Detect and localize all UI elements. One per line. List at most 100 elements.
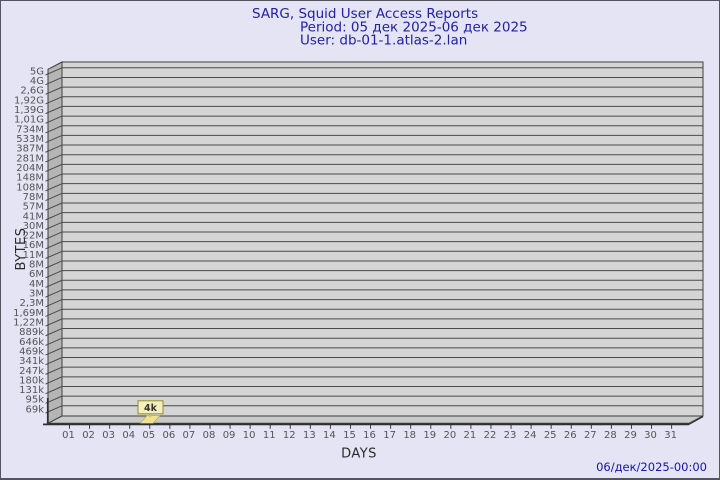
y-tick <box>45 260 63 269</box>
x-tick-label: 05 <box>142 430 155 441</box>
y-tick-label: 1,69M <box>13 308 44 319</box>
y-tick <box>45 270 63 279</box>
y-tick <box>45 318 63 327</box>
plot-area <box>61 61 704 417</box>
y-tick <box>45 67 63 76</box>
y-tick <box>45 299 63 308</box>
y-tick <box>45 154 63 163</box>
y-tick-label: 8M <box>29 260 44 271</box>
floor <box>47 415 704 424</box>
y-tick <box>45 289 63 298</box>
y-tick-label: 6M <box>29 269 44 280</box>
y-tick-label: 131k <box>19 385 44 396</box>
x-tick-label: 10 <box>243 430 256 441</box>
y-tick <box>45 76 63 86</box>
x-tick-label: 29 <box>624 430 637 441</box>
x-tick-label: 09 <box>223 430 236 441</box>
x-tick-label: 18 <box>403 430 416 441</box>
bar-value-callout <box>137 400 164 415</box>
y-tick <box>45 328 63 337</box>
y-tick <box>45 241 63 250</box>
y-tick <box>45 202 63 211</box>
y-tick <box>45 357 63 366</box>
y-tick-label: 646k <box>19 337 44 348</box>
y-tick <box>45 105 63 115</box>
y-tick-label: 889k <box>19 327 44 338</box>
y-tick <box>45 337 63 346</box>
x-tick-label: 02 <box>82 430 95 441</box>
y-tick <box>45 144 63 153</box>
y-tick <box>45 386 63 395</box>
x-tick-label: 22 <box>484 430 497 441</box>
x-tick-label: 27 <box>584 430 597 441</box>
y-tick <box>45 308 63 317</box>
x-tick-label: 14 <box>323 430 336 441</box>
y-tick <box>45 192 63 202</box>
chart-period: Period: 05 дек 2025-06 дек 2025 <box>300 20 528 36</box>
y-tick-label: 69k <box>25 404 44 415</box>
x-tick-label: 24 <box>524 430 537 441</box>
bar-value-label: 4k <box>144 403 158 414</box>
y-tick <box>45 279 63 288</box>
x-tick-label: 16 <box>363 430 376 441</box>
y-tick-label: 11M <box>23 250 44 261</box>
x-axis-corner <box>688 416 704 425</box>
y-tick-label: 30M <box>23 221 44 232</box>
x-tick-label: 13 <box>303 430 316 441</box>
y-tick-label: 247k <box>19 366 44 377</box>
y-tick-label: 180k <box>19 375 44 386</box>
y-tick-label: 148M <box>16 173 44 184</box>
x-tick-label: 07 <box>183 430 196 441</box>
y-tick-label: 469k <box>19 346 44 357</box>
y-tick-label: 734M <box>16 124 44 135</box>
y-tick-label: 533M <box>16 134 44 145</box>
x-tick-label: 06 <box>162 430 175 441</box>
x-tick-label: 23 <box>504 430 517 441</box>
y-tick <box>45 163 63 173</box>
y-tick <box>45 250 63 259</box>
x-tick-label: 15 <box>343 430 356 441</box>
y-tick-label: 4M <box>29 279 44 290</box>
x-tick-label: 17 <box>383 430 396 441</box>
y-tick-label: 1,22M <box>13 317 44 328</box>
y-tick-label: 22M <box>23 231 44 242</box>
y-tick-label: 1,01G <box>14 115 44 126</box>
y-tick-label: 1,92G <box>14 95 44 106</box>
y-tick <box>45 125 63 134</box>
x-tick-label: 01 <box>62 430 75 441</box>
y-tick-label: 2,3M <box>19 298 44 309</box>
chart-user: User: db-01-1.atlas-2.lan <box>300 33 467 49</box>
y-tick-label: 5G <box>30 66 44 77</box>
y-tick-label: 204M <box>16 163 44 174</box>
x-tick-label: 11 <box>263 430 276 441</box>
x-tick-label: 04 <box>122 430 135 441</box>
y-tick <box>45 221 63 230</box>
x-tick-label: 21 <box>464 430 477 441</box>
y-tick <box>45 366 63 375</box>
y-tick-label: 1,39G <box>14 105 44 116</box>
y-axis-title: BYTES <box>14 227 29 270</box>
y-tick-label: 4G <box>30 76 44 87</box>
x-tick-label: 28 <box>604 430 617 441</box>
x-tick-label: 31 <box>664 430 677 441</box>
y-tick <box>45 183 63 192</box>
x-tick-label: 30 <box>644 430 657 441</box>
grid-layer: 5G4G2,6G1,92G1,39G1,01G734M533M387M281M2… <box>13 66 703 441</box>
y-tick-label: 95k <box>25 395 44 406</box>
timestamp: 06/дек/2025-00:00 <box>596 460 707 474</box>
y-tick <box>45 173 63 182</box>
y-tick <box>45 212 63 221</box>
y-tick-label: 78M <box>23 192 44 203</box>
y-tick-label: 41M <box>23 211 44 222</box>
x-tick-label: 26 <box>564 430 577 441</box>
y-tick-label: 57M <box>23 202 44 213</box>
y-tick <box>45 115 63 124</box>
y-tick <box>45 86 63 95</box>
y-tick-label: 16M <box>23 240 44 251</box>
x-tick-label: 25 <box>544 430 557 441</box>
x-tick-label: 12 <box>283 430 296 441</box>
y-tick-label: 2,6G <box>20 86 44 97</box>
y-tick-label: 108M <box>16 182 44 193</box>
